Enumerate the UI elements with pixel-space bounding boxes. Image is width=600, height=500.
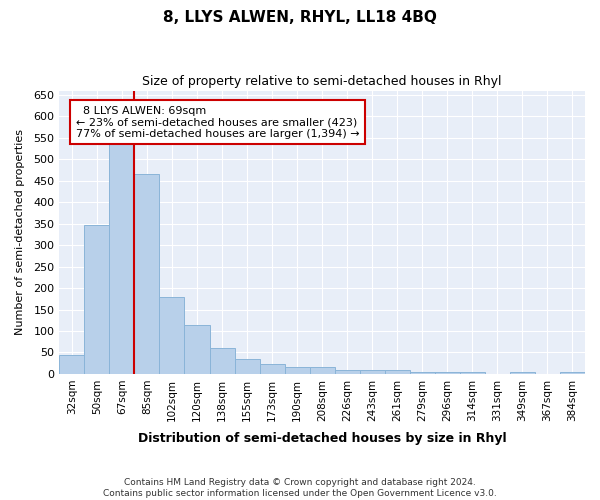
X-axis label: Distribution of semi-detached houses by size in Rhyl: Distribution of semi-detached houses by … <box>138 432 506 445</box>
Bar <box>134 174 160 374</box>
Bar <box>460 372 485 374</box>
Bar <box>235 359 260 374</box>
Bar <box>385 370 410 374</box>
Bar <box>510 372 535 374</box>
Bar <box>209 348 235 374</box>
Bar <box>160 298 184 374</box>
Title: Size of property relative to semi-detached houses in Rhyl: Size of property relative to semi-detach… <box>142 75 502 88</box>
Text: Contains HM Land Registry data © Crown copyright and database right 2024.
Contai: Contains HM Land Registry data © Crown c… <box>103 478 497 498</box>
Text: 8, LLYS ALWEN, RHYL, LL18 4BQ: 8, LLYS ALWEN, RHYL, LL18 4BQ <box>163 10 437 25</box>
Text: 8 LLYS ALWEN: 69sqm
← 23% of semi-detached houses are smaller (423)
77% of semi-: 8 LLYS ALWEN: 69sqm ← 23% of semi-detach… <box>76 106 359 139</box>
Bar <box>85 224 109 374</box>
Bar <box>59 354 85 374</box>
Bar <box>560 372 585 374</box>
Bar <box>335 370 360 374</box>
Bar <box>435 372 460 374</box>
Bar <box>260 364 284 374</box>
Y-axis label: Number of semi-detached properties: Number of semi-detached properties <box>15 129 25 335</box>
Bar <box>310 366 335 374</box>
Bar <box>184 324 209 374</box>
Bar <box>284 368 310 374</box>
Bar <box>360 370 385 374</box>
Bar <box>109 144 134 374</box>
Bar <box>410 372 435 374</box>
